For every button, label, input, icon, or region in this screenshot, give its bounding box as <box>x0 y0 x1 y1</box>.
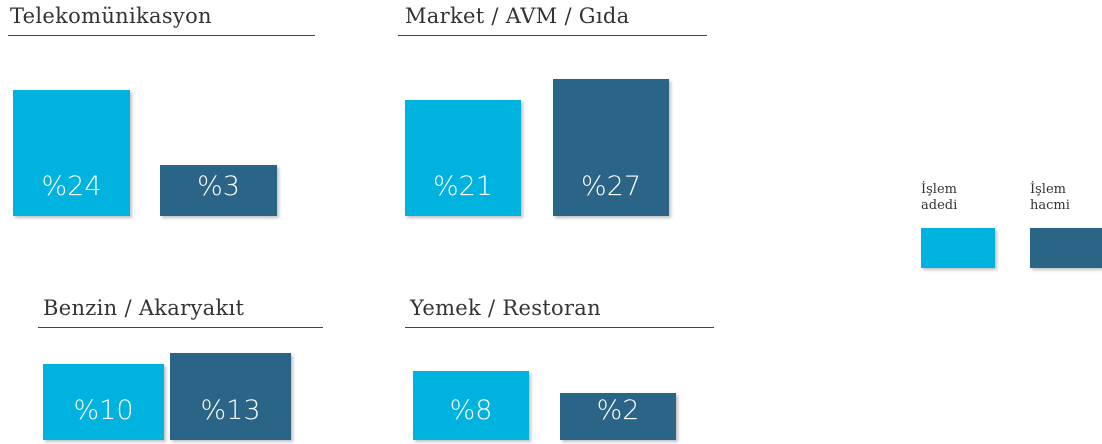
value-label: %10 <box>73 395 134 426</box>
panel-title: Yemek / Restoran <box>410 296 601 320</box>
bar: %3 <box>160 165 277 216</box>
bar: %10 <box>43 364 164 440</box>
value-label: %24 <box>41 170 102 202</box>
value-label: %3 <box>197 170 240 202</box>
bar: %13 <box>170 353 291 440</box>
bar: %27 <box>553 78 669 216</box>
legend-swatch <box>1030 228 1102 268</box>
legend-label: İşlem hacmi <box>1030 182 1070 213</box>
legend-label: İşlem adedi <box>921 182 958 213</box>
title-underline <box>8 35 315 36</box>
title-underline <box>398 35 707 36</box>
value-label: %13 <box>200 394 261 426</box>
title-underline <box>38 327 323 328</box>
bar: %2 <box>560 392 676 440</box>
panel-title: Market / AVM / Gıda <box>405 4 630 28</box>
value-label: %21 <box>432 170 493 202</box>
panel-title: Benzin / Akaryakıt <box>43 296 245 320</box>
bar: %21 <box>405 100 521 216</box>
legend-swatch <box>921 228 995 268</box>
panel-title: Telekomünikasyon <box>10 4 212 28</box>
bar: %8 <box>413 371 529 440</box>
bar: %24 <box>13 89 130 216</box>
value-label: %27 <box>580 170 641 202</box>
title-underline <box>405 327 714 328</box>
value-label: %8 <box>449 394 493 426</box>
value-label: %2 <box>596 394 640 426</box>
